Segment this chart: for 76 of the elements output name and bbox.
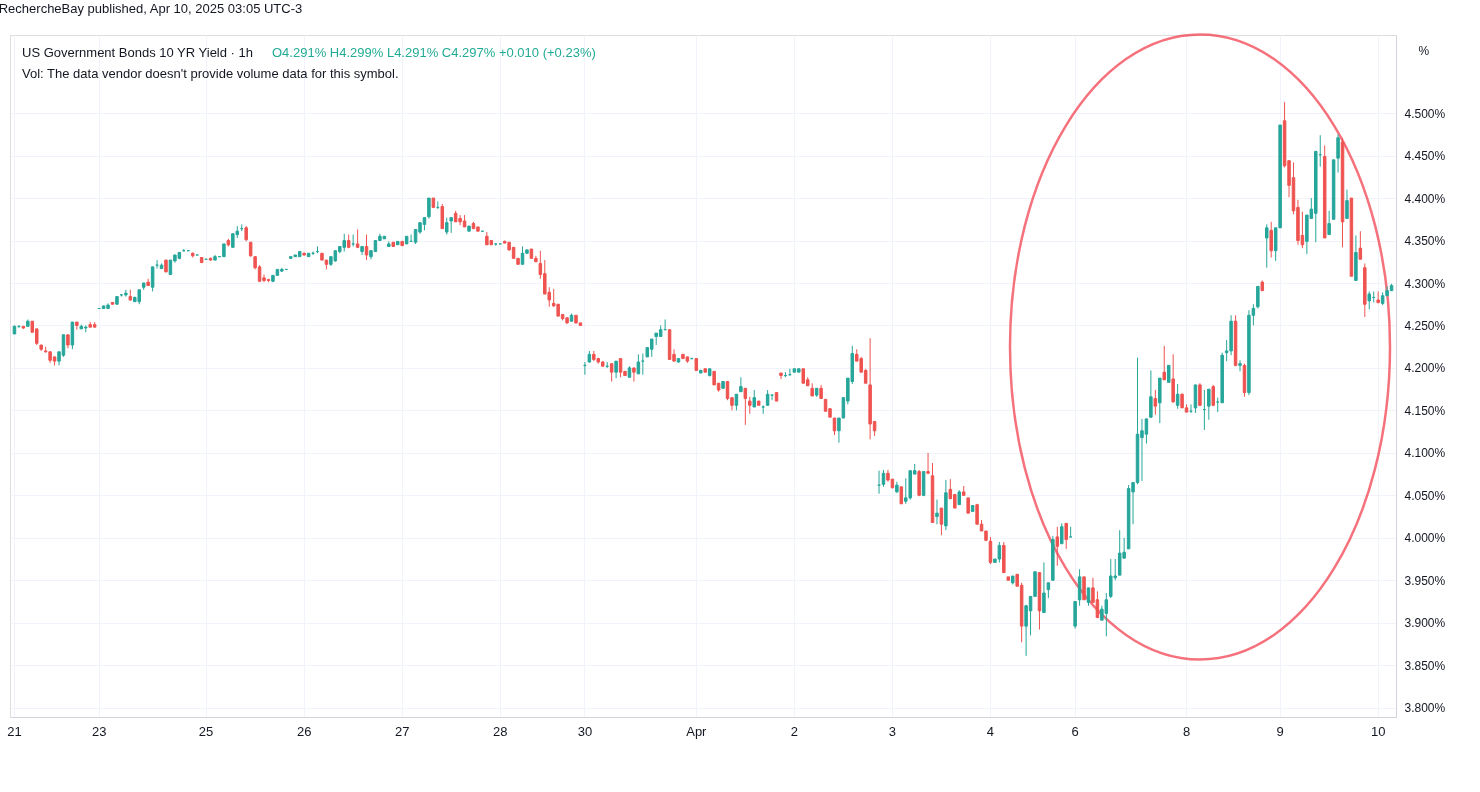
candlestick (1162, 345, 1167, 381)
y-tick-label: 4.200% (1404, 361, 1446, 376)
x-tick-label: Apr (686, 723, 708, 739)
x-tick-label: 27 (394, 723, 410, 739)
candlestick (1345, 189, 1349, 219)
x-tick-label: 21 (7, 723, 22, 739)
candlestick (632, 367, 636, 383)
y-tick-label: 4.500% (1404, 106, 1446, 121)
candlestick (1149, 369, 1153, 419)
candlestick (427, 197, 431, 219)
text: O4.291% H4.299% L4.291% C4.297% +0.010 (+0.23%) (272, 45, 596, 60)
x-tick-label: 30 (577, 723, 593, 739)
x-tick-label: 28 (492, 723, 508, 739)
candlestick (458, 214, 462, 226)
candlestick (917, 469, 921, 497)
y-tick-label: 4.450% (1404, 149, 1446, 164)
y-tick-label: 4.400% (1404, 191, 1446, 206)
candlestick (618, 358, 623, 378)
candlestick (1327, 210, 1331, 236)
candlestick (1175, 383, 1180, 410)
y-tick-label: 4.000% (1404, 531, 1446, 546)
x-tick-label: 2 (790, 723, 798, 739)
y-tick-label: 4.250% (1404, 318, 1446, 333)
y-tick-label: 3.800% (1404, 701, 1446, 716)
candlestick (1207, 388, 1211, 421)
candlestick (440, 203, 445, 230)
candlestick (739, 376, 743, 393)
candlestick (1055, 526, 1060, 567)
candlestick (636, 353, 641, 375)
x-tick-label: 26 (296, 723, 312, 739)
candlestick (1082, 576, 1086, 601)
text: US Government Bonds 10 YR Yield · 1h (22, 45, 253, 60)
candlestick (921, 471, 926, 497)
x-tick-label: 8 (1182, 723, 1191, 739)
y-tick-label: 4.100% (1404, 446, 1446, 461)
candlestick (364, 234, 369, 261)
y-axis-title: % (1418, 43, 1430, 58)
candlestick (1256, 285, 1260, 309)
candlestick (935, 499, 939, 525)
x-tick-label: 10 (1370, 723, 1386, 739)
candlestick (1117, 529, 1122, 576)
candlestick (1109, 558, 1113, 599)
y-tick-label: 4.150% (1404, 403, 1446, 418)
candlestick (1144, 418, 1149, 445)
candlestick (1060, 522, 1064, 545)
x-tick-label: 23 (91, 723, 107, 739)
y-tick-label: 3.900% (1404, 616, 1446, 631)
y-tick-label: 3.950% (1404, 573, 1446, 588)
candlestick (1238, 359, 1242, 372)
candlestick (1042, 561, 1046, 614)
candlestick (1269, 221, 1273, 259)
candlestick (1068, 526, 1073, 538)
candlestick (1153, 389, 1158, 416)
x-tick-label: 9 (1276, 723, 1284, 739)
candlestick (1104, 592, 1109, 637)
candlestick (939, 507, 944, 536)
candlestick (1140, 418, 1144, 482)
candlestick (997, 541, 1002, 563)
candlestick (779, 372, 783, 380)
annotation: Vol: The data vendor doesn't provide volume data for this symbol. (22, 66, 399, 81)
y-tick-label: 4.050% (1404, 488, 1446, 503)
y-tick-label: 4.350% (1404, 234, 1446, 249)
x-tick-label: 25 (198, 723, 214, 739)
candlestick (1064, 522, 1068, 550)
candlestick (1171, 353, 1175, 404)
x-tick-label: 4 (986, 723, 995, 739)
candlestick (124, 289, 128, 298)
x-tick-label: 6 (1071, 723, 1079, 739)
x-tick-label: 3 (888, 723, 897, 739)
y-tick-label: 3.850% (1404, 658, 1446, 673)
y-tick-label: 4.300% (1404, 276, 1446, 291)
candlestick (70, 321, 75, 350)
candlestick (1265, 223, 1269, 269)
text: RechercheBay published, Apr 10, 2025 03:05 UTC-3 (0, 0, 303, 16)
candlestick (1358, 230, 1363, 260)
candlestick (743, 387, 748, 426)
